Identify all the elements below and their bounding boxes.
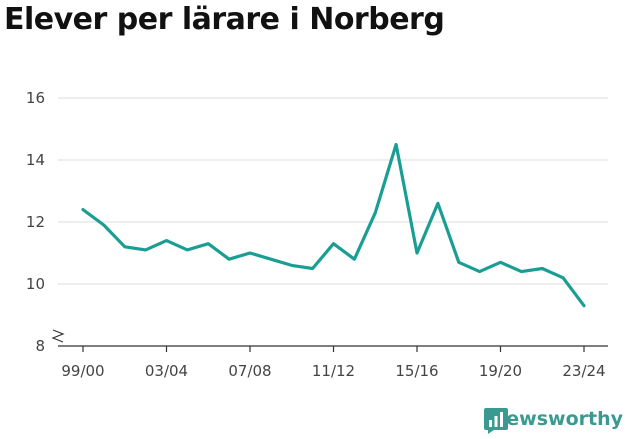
y-tick-label: 8 xyxy=(35,337,45,355)
x-tick-label: 23/24 xyxy=(562,362,605,380)
newsworthy-logo-icon xyxy=(484,408,509,434)
x-tick-label: 99/00 xyxy=(61,362,104,380)
gridlines xyxy=(58,97,608,285)
axis-break-mark xyxy=(51,329,65,343)
y-tick-label: 16 xyxy=(26,89,45,107)
y-tick-label: 10 xyxy=(26,275,45,293)
brand-name: Newsworthy xyxy=(490,408,623,430)
x-tick-label: 19/20 xyxy=(479,362,522,380)
x-tick-label: 15/16 xyxy=(395,362,438,380)
x-tick-label: 07/08 xyxy=(228,362,271,380)
y-axis-ticks: 8 10 12 14 16 xyxy=(26,89,45,355)
y-tick-label: 12 xyxy=(26,213,45,231)
x-tick-label: 03/04 xyxy=(145,362,188,380)
chart-title: Elever per lärare i Norberg xyxy=(4,2,445,37)
x-axis: 99/00 03/04 07/08 11/12 15/16 19/20 23/24 xyxy=(58,345,608,380)
branding: Newsworthy xyxy=(484,408,623,434)
series-line-0 xyxy=(81,142,586,308)
series-group xyxy=(81,142,586,308)
x-tick-label: 11/12 xyxy=(312,362,355,380)
y-tick-label: 14 xyxy=(26,151,45,169)
axis-break-icon xyxy=(51,329,65,343)
